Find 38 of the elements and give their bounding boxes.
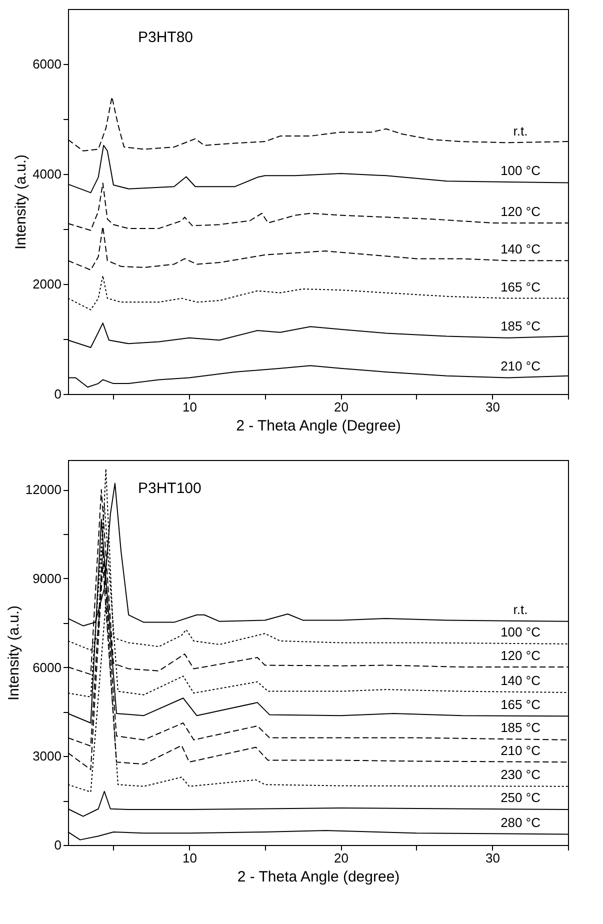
- series-label: 230 °C: [500, 767, 540, 782]
- x-tick-label: 30: [486, 850, 500, 866]
- series-label: 280 °C: [500, 814, 540, 830]
- series-label: 100 °C: [500, 163, 540, 178]
- x-tick-label: 30: [486, 400, 500, 414]
- series-label: 140 °C: [500, 242, 540, 257]
- x-tick-label: 20: [334, 850, 348, 866]
- x-tick-label: 10: [182, 850, 197, 866]
- series-label: 165 °C: [500, 696, 540, 712]
- series-label: 210 °C: [500, 358, 540, 374]
- series-label: 185 °C: [500, 720, 540, 736]
- y-tick-label: 4000: [32, 166, 62, 182]
- series-label: r.t.: [513, 123, 528, 138]
- y-tick-label: 6000: [32, 660, 62, 675]
- y-tick-label: 2000: [32, 276, 62, 292]
- series-label: 140 °C: [500, 672, 540, 688]
- y-axis-title: Intensity (a.u.): [5, 605, 22, 701]
- series-label: 185 °C: [500, 318, 540, 334]
- series-label: 210 °C: [500, 742, 540, 758]
- x-tick-label: 20: [334, 400, 348, 414]
- series-label: 165 °C: [500, 279, 540, 294]
- text: P3HT100: [138, 480, 202, 497]
- series-label: 120 °C: [500, 204, 540, 219]
- y-tick-label: 3000: [32, 748, 62, 764]
- y-tick-label: 0: [54, 838, 62, 852]
- y-axis-title: Intensity (a.u.): [12, 154, 30, 250]
- series-label: r.t.: [513, 602, 528, 617]
- x-tick-label: 10: [182, 400, 197, 414]
- y-tick-label: 6000: [32, 56, 62, 72]
- series-label: 120 °C: [500, 648, 540, 664]
- series-label: 100 °C: [500, 624, 540, 640]
- y-tick-label: 0: [54, 386, 62, 402]
- x-axis-title: 2 - Theta Angle (Degree): [236, 418, 401, 434]
- y-tick-label: 9000: [32, 570, 62, 586]
- text: P3HT80: [138, 29, 194, 46]
- y-tick-label: 12000: [25, 482, 62, 498]
- series-label: 250 °C: [500, 790, 540, 806]
- x-axis-title: 2 - Theta Angle (degree): [237, 868, 400, 886]
